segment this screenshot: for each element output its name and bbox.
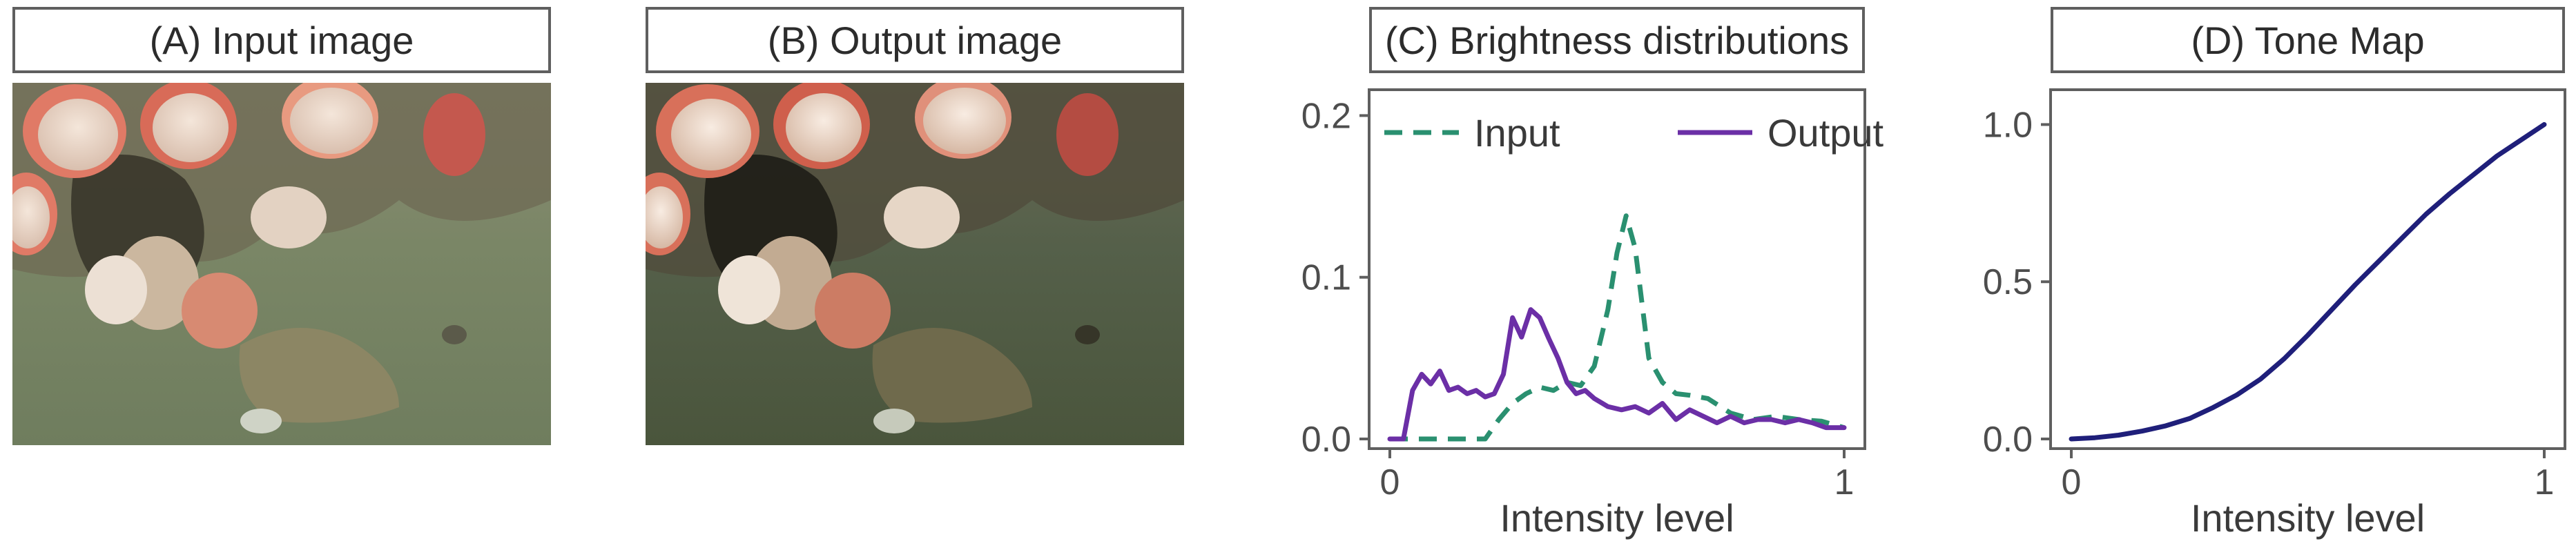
x-tick-label: 1	[2535, 462, 2555, 502]
output-seafloor-photo	[646, 83, 1184, 445]
y-tick-label: 0.0	[1301, 420, 1351, 460]
y-tick-label: 0.5	[1983, 262, 2033, 302]
x-axis-label: Intensity level	[1500, 496, 1734, 540]
tone-map-chart: 0.0 0.5 1.0 0 1 Intensity level	[1983, 88, 2566, 540]
y-tick-label: 1.0	[1983, 105, 2033, 145]
x-tick-label: 0	[2062, 462, 2082, 502]
legend-item-input: Input	[1384, 111, 1560, 155]
panel-a-title: (A) Input image	[12, 7, 551, 73]
x-tick-label: 1	[1834, 462, 1854, 502]
x-tick-label: 0	[1380, 462, 1400, 502]
legend-label: Output	[1768, 111, 1884, 155]
brightness-chart: 0.0 0.1 0.2 0 1 Intensity level Input Output	[1301, 88, 1884, 540]
input-series-line	[1390, 213, 1845, 442]
y-tick-label: 0.1	[1301, 258, 1351, 298]
y-tick-label: 0.2	[1301, 96, 1351, 136]
input-seafloor-photo	[12, 83, 551, 445]
panel-tone-map: (D) Tone Map 0.0 0.5 1.0 0 1 Intensity level	[1947, 0, 2568, 548]
input-image	[12, 83, 551, 445]
x-axis-label: Intensity level	[2191, 496, 2425, 540]
panel-d-title: (D) Tone Map	[2051, 7, 2565, 73]
output-series-line	[1387, 307, 1847, 442]
legend-item-output: Output	[1678, 111, 1884, 155]
plot-frame	[2049, 88, 2566, 450]
plot-frame	[1368, 88, 1866, 450]
output-image	[646, 83, 1184, 445]
panel-brightness-distributions: (C) Brightness distributions 0.0 0.1 0.2 0 1…	[1279, 0, 1884, 548]
panel-b-title: (B) Output image	[646, 7, 1184, 73]
tone-curve-line	[2069, 121, 2547, 442]
legend-label: Input	[1474, 111, 1560, 155]
y-tick-label: 0.0	[1983, 420, 2033, 460]
panel-c-title: (C) Brightness distributions	[1369, 7, 1865, 73]
